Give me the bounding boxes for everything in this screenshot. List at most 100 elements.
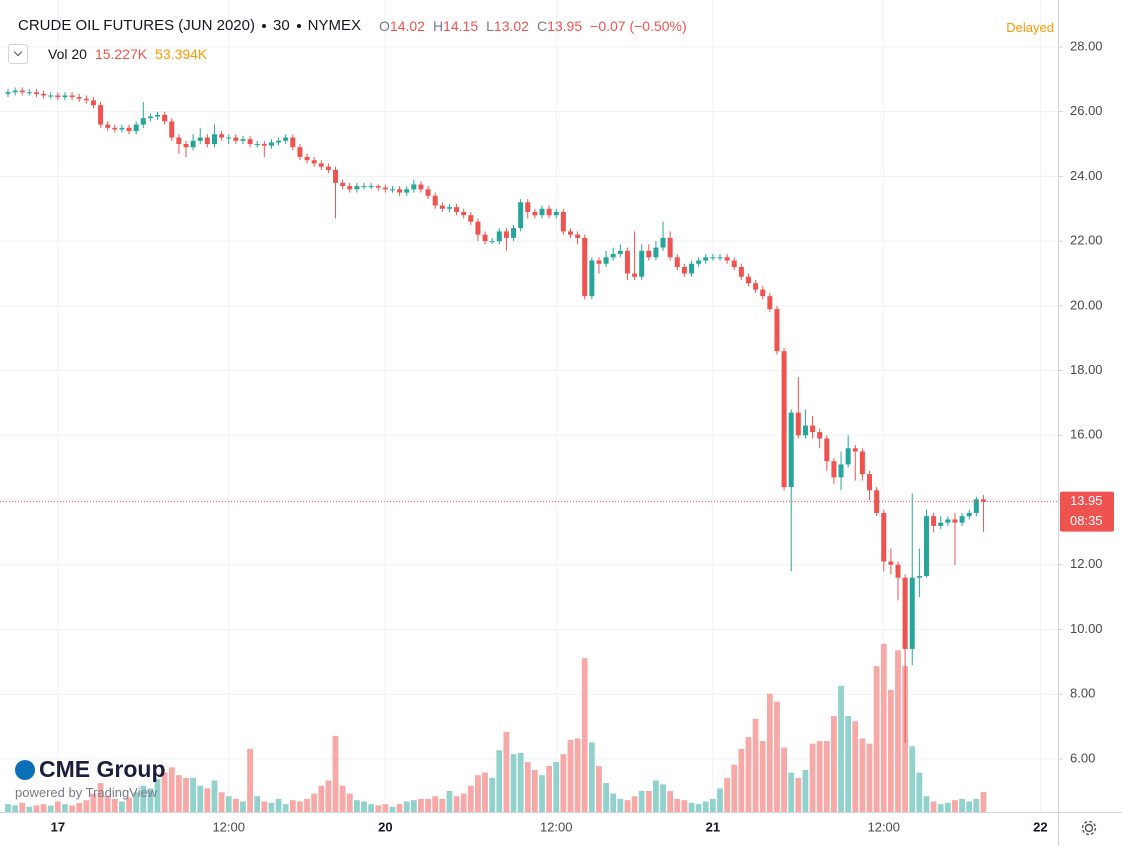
candle-body xyxy=(824,438,830,462)
candle-body xyxy=(831,461,837,478)
candle-body xyxy=(931,516,937,526)
collapse-button[interactable] xyxy=(8,44,28,64)
candle-body xyxy=(304,156,310,161)
volume-bar xyxy=(517,752,524,812)
candle-body xyxy=(888,561,894,565)
price-change: −0.07 (−0.50%) xyxy=(590,17,687,34)
candle-body xyxy=(511,228,517,238)
candle-body xyxy=(603,257,609,264)
candle-body xyxy=(190,140,196,148)
candle-body xyxy=(340,182,346,187)
candle-body xyxy=(624,250,630,274)
volume-bar xyxy=(631,796,638,812)
volume-bar xyxy=(311,793,318,812)
x-tick-label: 17 xyxy=(51,819,65,834)
volume-bar xyxy=(859,738,866,812)
axes: 6.008.0010.0012.0014.0016.0018.0020.0022… xyxy=(51,38,1114,834)
candle-body xyxy=(838,464,844,478)
volume-bar xyxy=(382,804,389,812)
candle-body xyxy=(361,186,367,188)
volume-bar xyxy=(190,777,197,812)
candle-body xyxy=(745,276,751,284)
settings-icon[interactable] xyxy=(1081,820,1097,836)
candle-body xyxy=(468,215,474,222)
volume-bar xyxy=(282,804,289,812)
volume-bar xyxy=(838,685,844,812)
volume-bar xyxy=(596,766,602,812)
candle-body xyxy=(233,137,239,141)
volume-bar xyxy=(581,658,588,812)
separator xyxy=(296,23,301,28)
volume-bar xyxy=(752,718,759,812)
volume-bar xyxy=(681,800,688,812)
volume-bar xyxy=(759,741,766,812)
candle-body xyxy=(226,137,232,139)
candle-body xyxy=(703,257,709,261)
candle-body xyxy=(254,144,260,146)
candle-body xyxy=(404,189,410,193)
volume-bar xyxy=(774,701,780,812)
volume-bar xyxy=(831,716,837,812)
candle-body xyxy=(76,97,82,99)
x-tick-label: 20 xyxy=(378,819,392,834)
candle-body xyxy=(717,257,723,259)
y-tick-label: 20.00 xyxy=(1070,297,1103,312)
volume-bar xyxy=(916,772,923,812)
candle-body xyxy=(923,516,929,577)
candle-body xyxy=(69,95,75,98)
volume-bar xyxy=(26,806,33,812)
candle-body xyxy=(646,250,652,258)
candle-body xyxy=(183,144,189,148)
volume-bar xyxy=(816,741,823,812)
candle-body xyxy=(503,231,509,238)
volume-label: Vol 20 xyxy=(48,46,87,62)
exchange: NYMEX xyxy=(307,17,362,34)
volume-bar xyxy=(119,801,125,812)
volume-bar xyxy=(966,801,973,812)
volume-bar xyxy=(802,769,809,812)
candle-body xyxy=(219,134,225,138)
volume-bar xyxy=(617,798,624,812)
candle-body xyxy=(26,92,32,94)
candle-body xyxy=(155,114,161,117)
volume-bar xyxy=(866,743,873,812)
volume-bar xyxy=(567,739,574,812)
volume-bar xyxy=(546,766,553,812)
volume-bar xyxy=(76,802,83,812)
volume-bar xyxy=(553,762,560,812)
candle-body xyxy=(48,95,54,97)
volume-bar xyxy=(325,780,332,812)
candle-body xyxy=(176,137,182,145)
volume-bar xyxy=(83,800,90,812)
candle-body xyxy=(795,412,801,436)
volume-bar xyxy=(175,775,182,812)
ohlc-key: O xyxy=(379,17,390,34)
candle-body xyxy=(375,186,381,188)
candle-body xyxy=(261,144,267,146)
volume-bar xyxy=(375,805,382,812)
ohlc-key: L xyxy=(486,17,494,34)
volume-bar xyxy=(852,721,859,812)
candle-body xyxy=(731,260,737,267)
volume-bar xyxy=(688,802,695,812)
volume-bar xyxy=(332,735,339,812)
candle-body xyxy=(382,187,388,190)
candle-body xyxy=(489,241,495,243)
volume-bar xyxy=(717,788,723,812)
volume-bar xyxy=(482,772,488,812)
y-tick-label: 22.00 xyxy=(1070,233,1103,248)
ohlc-item: O14.02 xyxy=(379,18,425,34)
volume-bar xyxy=(510,754,517,812)
volume-bar xyxy=(318,785,325,812)
volume-bar xyxy=(560,754,567,812)
volume-bar xyxy=(731,764,738,812)
volume-bar xyxy=(218,792,225,812)
ohlc-key: H xyxy=(432,17,444,34)
candle-body xyxy=(204,137,210,145)
candle-body xyxy=(966,512,972,517)
volume-bar xyxy=(353,800,360,812)
candle-body xyxy=(845,448,851,465)
volume-bar xyxy=(111,798,118,812)
